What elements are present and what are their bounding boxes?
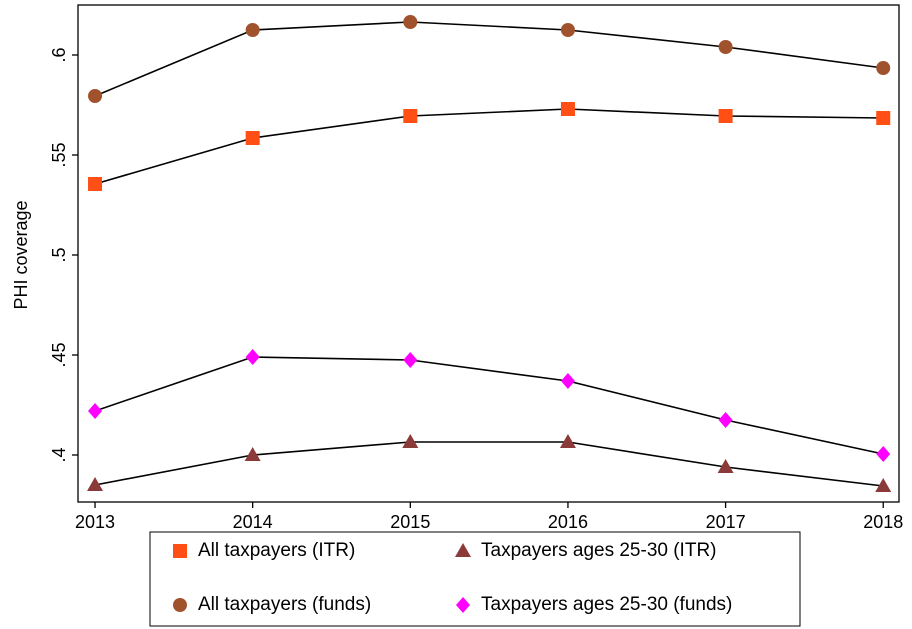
data-point bbox=[88, 403, 103, 419]
y-tick-label: .45 bbox=[49, 342, 69, 367]
data-point bbox=[876, 446, 891, 462]
data-point bbox=[560, 102, 575, 116]
plot-frame bbox=[77, 4, 900, 503]
series-line bbox=[94, 108, 884, 185]
data-point bbox=[88, 89, 103, 103]
data-point bbox=[717, 459, 734, 473]
data-point bbox=[403, 109, 418, 123]
x-tick-label: 2014 bbox=[233, 512, 273, 532]
data-point bbox=[402, 434, 419, 448]
x-tick-label: 2017 bbox=[706, 512, 746, 532]
legend-label: All taxpayers (funds) bbox=[198, 594, 371, 615]
series-line bbox=[94, 441, 884, 487]
x-tick-label: 2015 bbox=[390, 512, 430, 532]
series-line bbox=[94, 356, 884, 455]
data-point bbox=[403, 15, 418, 29]
legend-marker bbox=[455, 543, 471, 557]
legend-label: All taxpayers (ITR) bbox=[198, 540, 355, 561]
legend-label: Taxpayers ages 25-30 (ITR) bbox=[481, 540, 717, 561]
data-point bbox=[718, 412, 733, 428]
data-point bbox=[718, 109, 733, 123]
y-tick-label: .5 bbox=[49, 247, 69, 262]
x-tick-label: 2013 bbox=[75, 512, 115, 532]
data-point bbox=[245, 23, 260, 37]
data-point bbox=[88, 177, 103, 191]
data-point bbox=[876, 111, 891, 125]
data-point bbox=[403, 352, 418, 368]
data-point bbox=[875, 478, 892, 492]
data-point bbox=[245, 349, 260, 365]
y-tick-label: .4 bbox=[49, 447, 69, 462]
data-point bbox=[244, 447, 261, 461]
x-tick-label: 2018 bbox=[863, 512, 903, 532]
y-tick-label: .55 bbox=[49, 142, 69, 167]
data-point bbox=[559, 434, 576, 448]
data-point bbox=[245, 131, 260, 145]
legend-label: Taxpayers ages 25-30 (funds) bbox=[481, 594, 732, 615]
x-tick-label: 2016 bbox=[548, 512, 588, 532]
legend-marker bbox=[173, 598, 187, 612]
data-point bbox=[560, 373, 575, 389]
data-point bbox=[87, 477, 104, 491]
data-point bbox=[560, 23, 575, 37]
y-axis-label: PHI coverage bbox=[11, 200, 31, 309]
series-line bbox=[94, 21, 884, 97]
data-point bbox=[876, 61, 891, 75]
legend-box bbox=[149, 531, 801, 627]
legend-marker bbox=[173, 544, 187, 558]
data-point bbox=[718, 40, 733, 54]
legend-marker bbox=[456, 597, 470, 613]
y-tick-label: .6 bbox=[49, 47, 69, 62]
